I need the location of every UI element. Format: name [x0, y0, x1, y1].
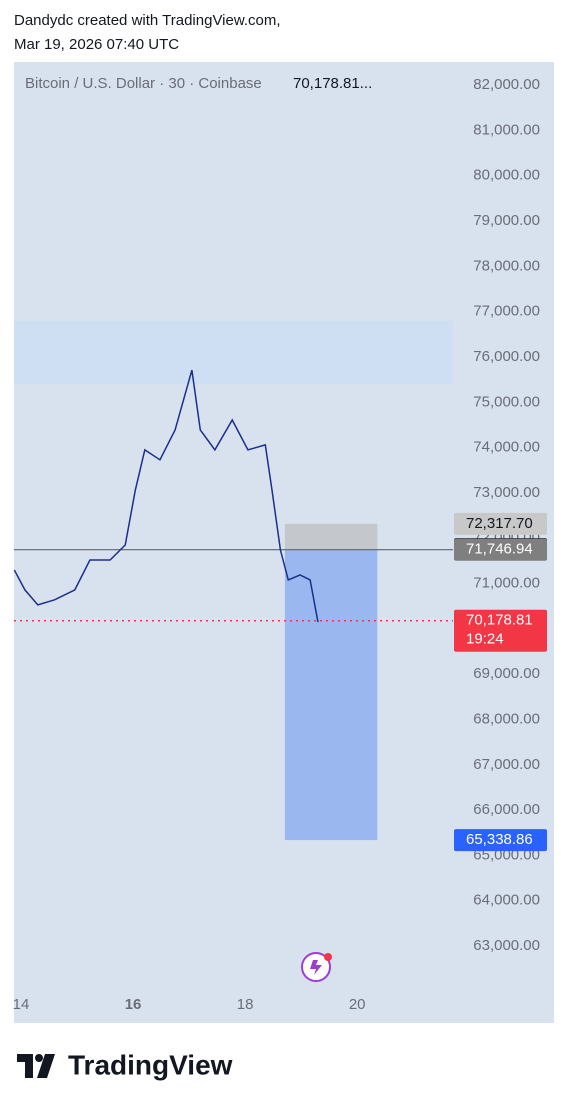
- y-tick-label: 79,000.00: [473, 212, 540, 229]
- y-tick-label: 74,000.00: [473, 439, 540, 456]
- icon: [301, 952, 332, 982]
- price-label: 70,178.81: [466, 612, 533, 629]
- y-tick-label: 75,000.00: [473, 393, 540, 410]
- y-tick-label: 69,000.00: [473, 665, 540, 682]
- x-tick-label: 16: [125, 996, 142, 1013]
- y-tick-label: 63,000.00: [473, 937, 540, 954]
- y-tick-label: 73,000.00: [473, 484, 540, 501]
- logo: [17, 1054, 55, 1078]
- last-price: 70,178.81...: [293, 75, 372, 92]
- target-box: [284, 549, 378, 841]
- y-tick-label: 68,000.00: [473, 710, 540, 727]
- y-tick-label: 67,000.00: [473, 756, 540, 773]
- x-tick-label: 18: [237, 996, 254, 1013]
- y-tick-label: 76,000.00: [473, 348, 540, 365]
- y-tick-label: 82,000.00: [473, 76, 540, 93]
- y-tick-label: 64,000.00: [473, 892, 540, 909]
- price-label: 71,746.94: [466, 541, 533, 558]
- y-tick-label: 71,000.00: [473, 575, 540, 592]
- x-tick-label: 14: [13, 996, 30, 1013]
- price-label: 72,317.70: [466, 515, 533, 532]
- price-label-box: [454, 829, 547, 852]
- date: Mar 19, 2026 07:40 UTC: [14, 36, 180, 53]
- brand: TradingView: [68, 1049, 233, 1080]
- price-label-box: [454, 609, 547, 652]
- chart-title: Bitcoin / U.S. Dollar · 30 · Coinbase: [25, 75, 262, 92]
- stop-box: [284, 523, 378, 550]
- price-label-box: [454, 512, 547, 535]
- zone: [14, 320, 453, 385]
- x-tick-label: 20: [349, 996, 366, 1013]
- y-tick-label: 78,000.00: [473, 257, 540, 274]
- price-label: 65,338.86: [466, 831, 533, 848]
- author: Dandydc created with TradingView.com,: [14, 12, 281, 29]
- price-line: [13, 369, 319, 623]
- y-tick-label: 77,000.00: [473, 303, 540, 320]
- y-tick-label: 66,000.00: [473, 801, 540, 818]
- price-label-time: 19:24: [466, 631, 504, 648]
- price-label-box: [454, 538, 547, 561]
- y-tick-label: 80,000.00: [473, 167, 540, 184]
- y-tick-label: 81,000.00: [473, 121, 540, 138]
